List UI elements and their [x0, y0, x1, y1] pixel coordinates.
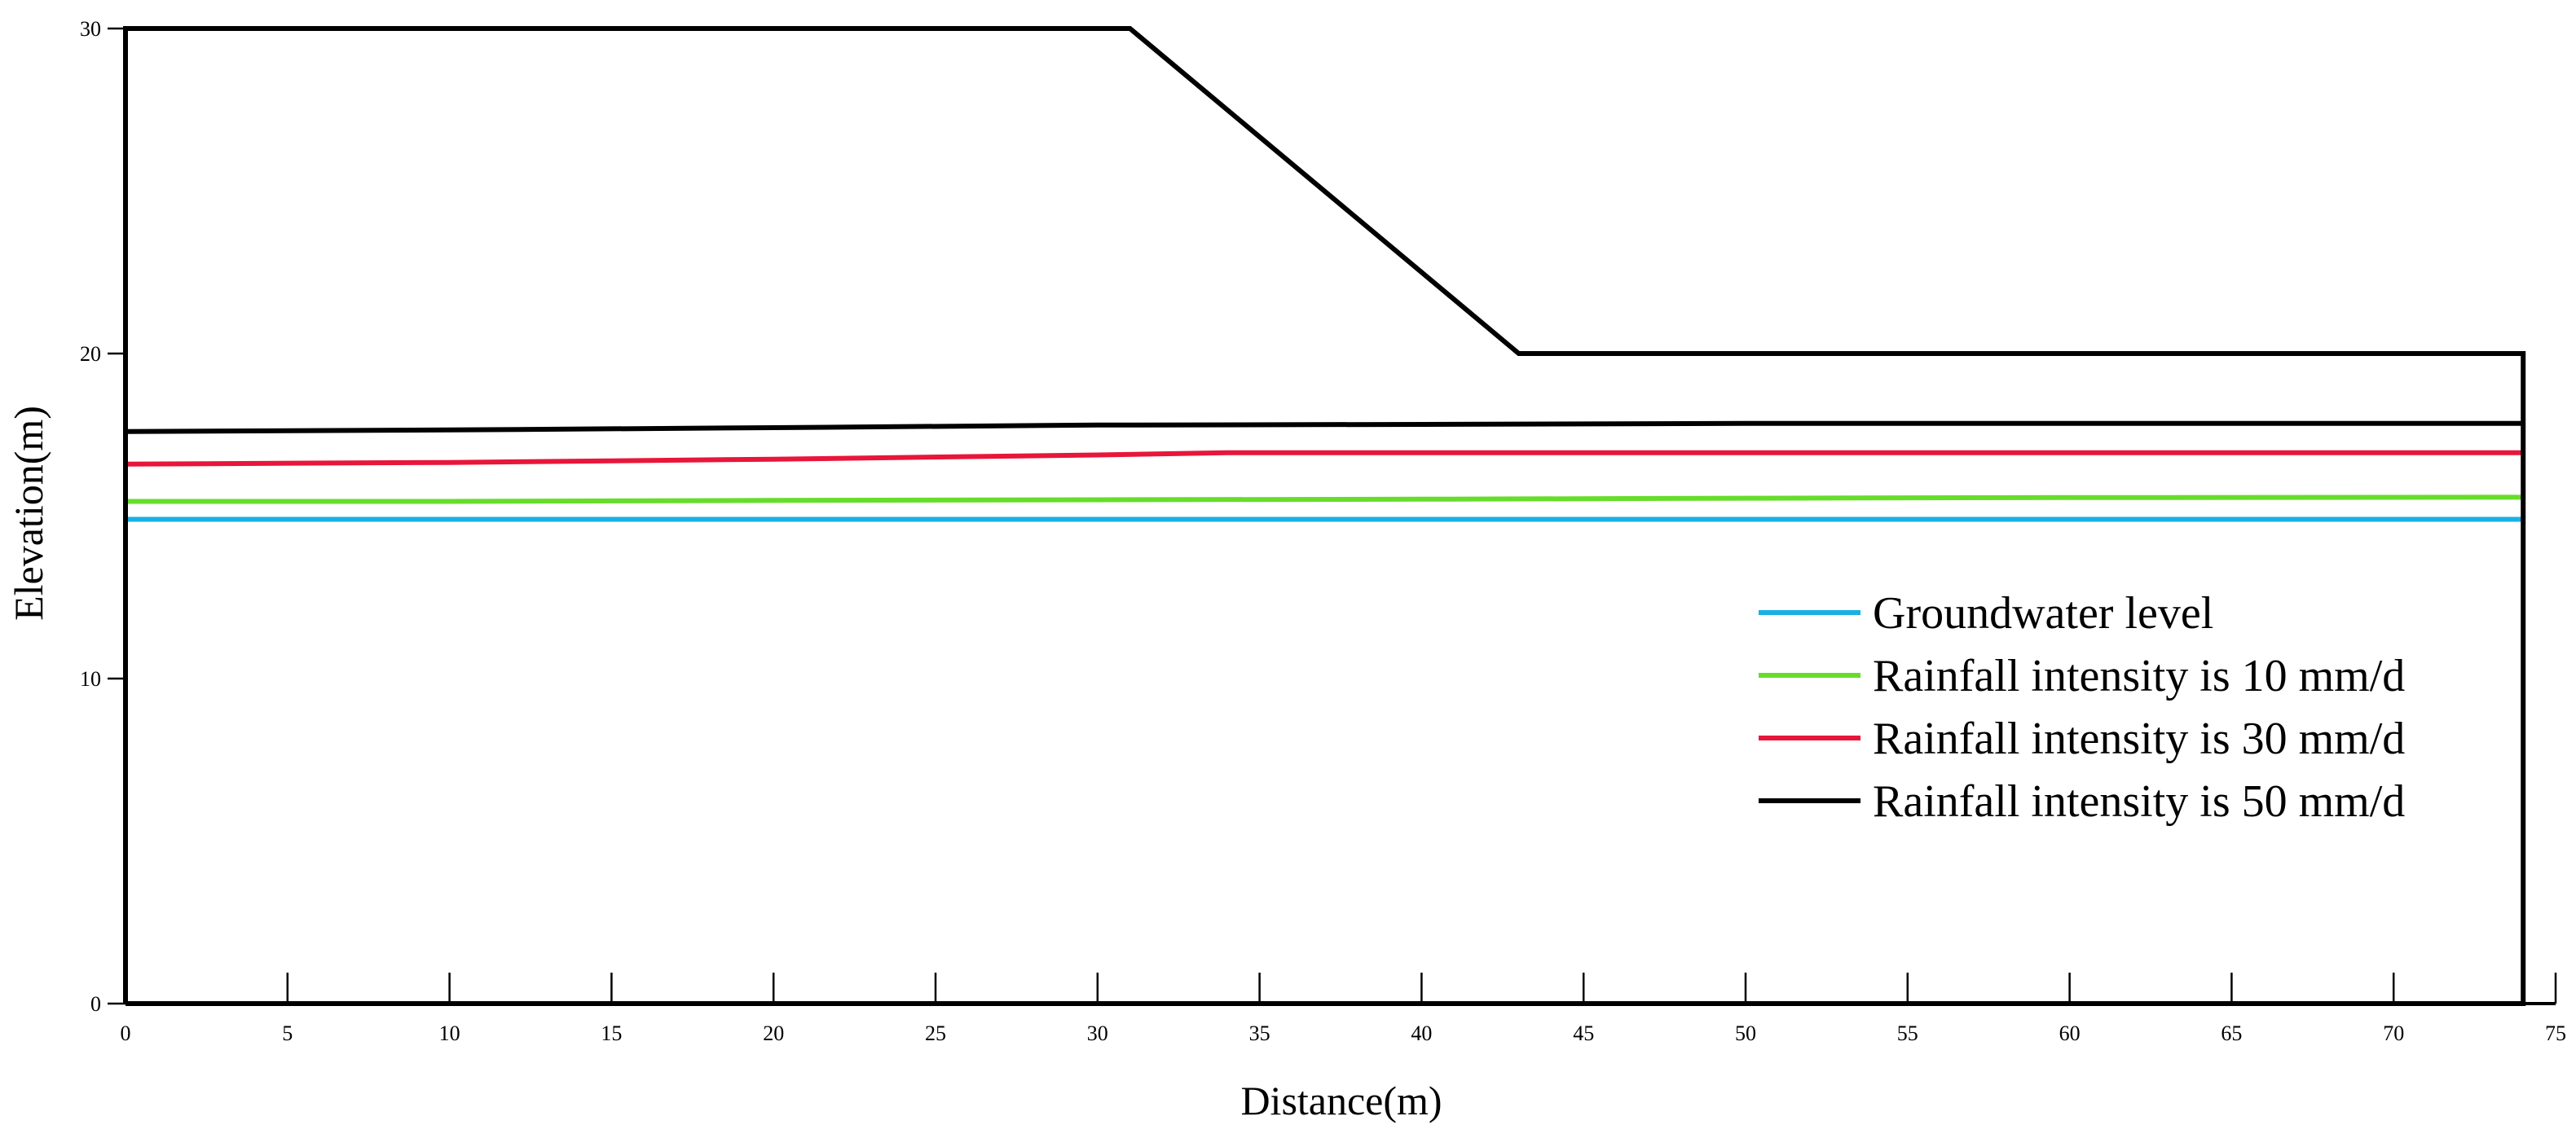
- y-tick-label: 20: [80, 342, 101, 366]
- series-layer: [125, 420, 2524, 522]
- legend: Groundwater level Rainfall intensity is 1…: [1759, 588, 2405, 827]
- x-tick-label: 25: [925, 1022, 946, 1045]
- legend-label: Rainfall intensity is 30 mm/d: [1873, 714, 2405, 764]
- x-tick-label: 0: [121, 1022, 131, 1045]
- x-tick-label: 35: [1249, 1022, 1270, 1045]
- legend-label: Rainfall intensity is 50 mm/d: [1873, 776, 2405, 827]
- series-line-2: [125, 494, 2524, 504]
- x-tick-label: 30: [1087, 1022, 1108, 1045]
- x-tick-label: 15: [601, 1022, 622, 1045]
- x-tick-label: 60: [2059, 1022, 2081, 1045]
- legend-item: Rainfall intensity is 30 mm/d: [1759, 714, 2405, 764]
- x-axis: 0 5 10 15 20 25 30 35 40 45 50 55 60 65 70 75: [121, 973, 2566, 1045]
- y-tick-label: 10: [80, 667, 101, 691]
- x-tick-label: 55: [1897, 1022, 1918, 1045]
- legend-label: Groundwater level: [1873, 588, 2213, 639]
- x-tick-label: 70: [2383, 1022, 2404, 1045]
- x-tick-label: 75: [2545, 1022, 2566, 1045]
- slope-profile-line: [123, 26, 2526, 1006]
- y-axis: 0 10 20 30: [80, 17, 127, 1016]
- y-axis-title: Elevation(m): [6, 406, 51, 621]
- x-tick-label: 65: [2221, 1022, 2242, 1045]
- series-line-3: [125, 450, 2524, 467]
- x-axis-title: Distance(m): [1240, 1078, 1442, 1123]
- legend-item: Groundwater level: [1759, 588, 2213, 639]
- x-tick-label: 40: [1411, 1022, 1432, 1045]
- y-tick-label: 0: [90, 992, 101, 1016]
- x-tick-label: 45: [1573, 1022, 1594, 1045]
- x-tick-label: 5: [282, 1022, 293, 1045]
- legend-item: Rainfall intensity is 50 mm/d: [1759, 776, 2405, 827]
- slope-profile-layer: [123, 26, 2526, 1006]
- legend-label: Rainfall intensity is 10 mm/d: [1873, 651, 2405, 701]
- x-tick-label: 10: [439, 1022, 460, 1045]
- x-tick-label: 20: [763, 1022, 784, 1045]
- legend-item: Rainfall intensity is 10 mm/d: [1759, 651, 2405, 701]
- y-tick-label: 30: [80, 17, 101, 41]
- x-tick-label: 50: [1735, 1022, 1756, 1045]
- series-line-4: [125, 420, 2524, 434]
